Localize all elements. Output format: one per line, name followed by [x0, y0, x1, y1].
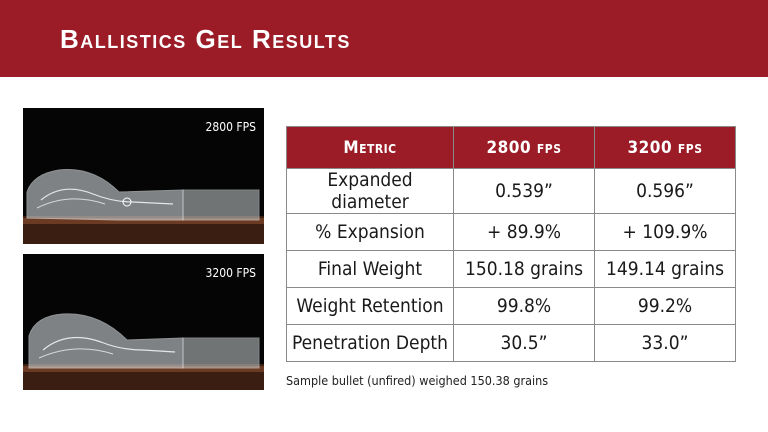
table-row: Penetration Depth 30.5” 33.0” [286, 324, 736, 362]
footnote: Sample bullet (unfired) weighed 150.38 g… [286, 373, 549, 388]
title-banner: Ballistics Gel Results [0, 0, 768, 77]
value-cell: + 109.9% [594, 213, 736, 251]
gel-block-photo-icon [23, 168, 264, 244]
header-metric: Metric [286, 126, 454, 169]
results-table: Metric 2800 fps 3200 fps Expanded diamet… [286, 126, 736, 362]
table-row: Final Weight 150.18 grains 149.14 grains [286, 250, 736, 288]
header-2800: 2800 fps [453, 126, 595, 169]
metric-cell: Weight Retention [286, 287, 454, 325]
value-cell: 150.18 grains [453, 250, 595, 288]
table-header-row: Metric 2800 fps 3200 fps [286, 126, 736, 169]
gel-block-photo-icon [23, 313, 264, 390]
metric-cell: Penetration Depth [286, 324, 454, 362]
value-cell: 33.0” [594, 324, 736, 362]
table-row: Expanded diameter 0.539” 0.596” [286, 168, 736, 214]
gel-photo-2800: 2800 FPS [23, 108, 264, 244]
header-3200: 3200 fps [594, 126, 736, 169]
value-cell: + 89.9% [453, 213, 595, 251]
table-row: Weight Retention 99.8% 99.2% [286, 287, 736, 325]
value-cell: 149.14 grains [594, 250, 736, 288]
value-cell: 99.8% [453, 287, 595, 325]
page-title: Ballistics Gel Results [60, 24, 351, 54]
gel-photo-3200: 3200 FPS [23, 254, 264, 390]
metric-cell: Final Weight [286, 250, 454, 288]
metric-cell: % Expansion [286, 213, 454, 251]
photo-label: 3200 FPS [205, 266, 256, 280]
photo-label: 2800 FPS [205, 120, 256, 134]
value-cell: 0.539” [453, 168, 595, 214]
value-cell: 99.2% [594, 287, 736, 325]
metric-cell: Expanded diameter [286, 168, 454, 214]
value-cell: 0.596” [594, 168, 736, 214]
table-row: % Expansion + 89.9% + 109.9% [286, 213, 736, 251]
value-cell: 30.5” [453, 324, 595, 362]
